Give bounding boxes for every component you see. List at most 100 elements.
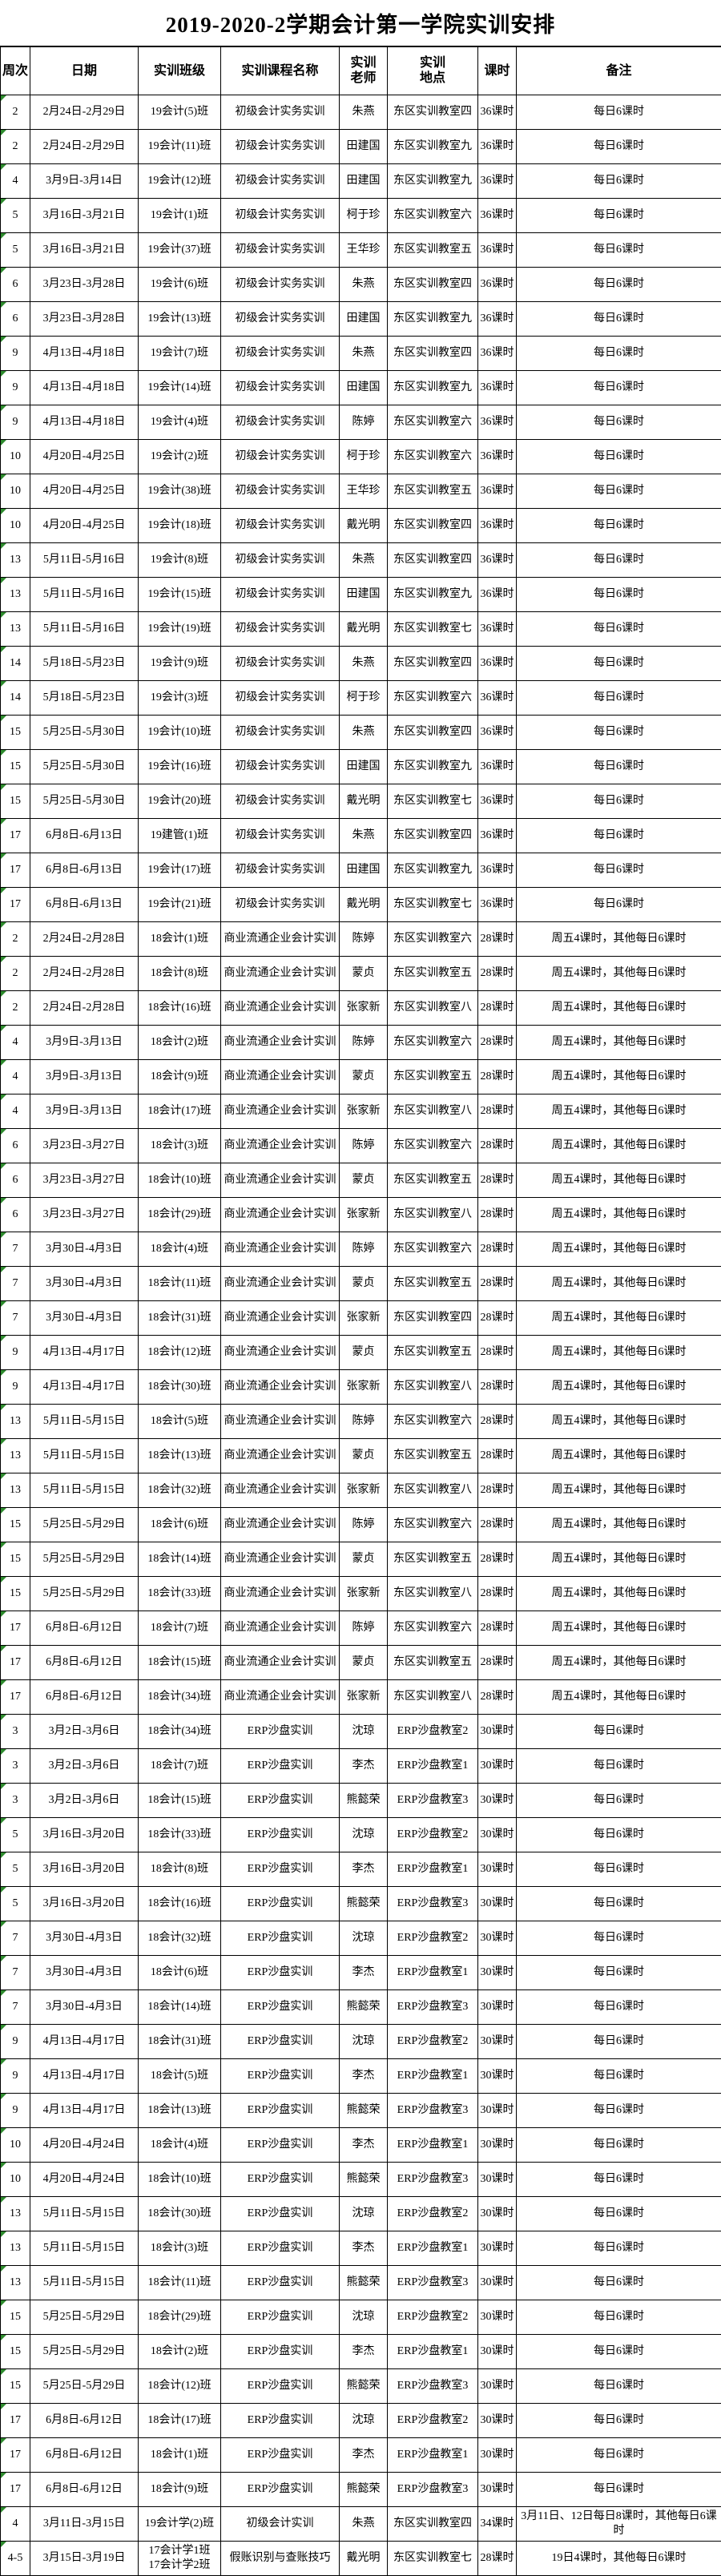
cell-location: ERP沙盘教室1 (388, 2334, 478, 2368)
teacher-text: 蒙贞 (352, 1346, 375, 1358)
cell-location: ERP沙盘教室2 (388, 1921, 478, 1955)
cell-error-indicator-icon (1, 2335, 6, 2340)
cell-remark: 周五4课时，其他每日6课时 (517, 1232, 721, 1266)
teacher-text: 朱燕 (352, 829, 375, 841)
hours-text: 28课时 (481, 1002, 514, 1014)
cell-week: 4 (1, 163, 30, 198)
cell-hours: 28课时 (478, 1542, 517, 1576)
teacher-text: 熊懿荣 (347, 2173, 381, 2185)
cell-location: 东区实训教室六 (388, 921, 478, 956)
cell-week: 9 (1, 370, 30, 405)
cell-class: 18会计(15)班 (139, 1645, 221, 1679)
cell-course: 初级会计实务实训 (221, 405, 340, 439)
cell-hours: 36课时 (478, 784, 517, 818)
remark-text: 每日6课时 (594, 2311, 644, 2323)
cell-teacher: 蒙贞 (340, 956, 388, 990)
week-text: 5 (13, 1828, 18, 1840)
date-text: 5月25日-5月29日 (43, 1518, 126, 1530)
cell-remark: 每日6课时 (517, 2231, 721, 2265)
week-text: 5 (13, 209, 18, 221)
remark-text: 19日4课时，其他每日6课时 (552, 2552, 687, 2564)
cell-location: ERP沙盘教室3 (388, 1783, 478, 1817)
cell-hours: 28课时 (478, 1576, 517, 1611)
cell-week: 7 (1, 1266, 30, 1300)
hours-text: 28课时 (481, 933, 514, 945)
cell-course: 初级会计实务实训 (221, 577, 340, 611)
cell-error-indicator-icon (1, 922, 6, 928)
cell-location: 东区实训教室八 (388, 1679, 478, 1714)
remark-text: 每日6课时 (594, 1794, 644, 1806)
cell-error-indicator-icon (1, 1163, 6, 1169)
cell-error-indicator-icon (1, 405, 6, 411)
cell-week: 15 (1, 749, 30, 784)
cell-class: 19会计(20)班 (139, 784, 221, 818)
date-text: 5月11日-5月15日 (43, 1449, 125, 1461)
cell-error-indicator-icon (1, 1749, 6, 1755)
cell-course: 初级会计实务实训 (221, 336, 340, 370)
cell-error-indicator-icon (1, 337, 6, 342)
hours-text: 28课时 (481, 1587, 514, 1599)
cell-location: 东区实训教室六 (388, 405, 478, 439)
location-text: ERP沙盘教室1 (397, 2449, 469, 2461)
week-text: 4 (13, 1105, 18, 1117)
cell-location: 东区实训教室四 (388, 1300, 478, 1335)
cell-class: 18会计(4)班 (139, 1232, 221, 1266)
cell-remark: 每日6课时 (517, 163, 721, 198)
class-text: 18会计(30)班 (147, 2207, 211, 2219)
cell-location: ERP沙盘教室3 (388, 2162, 478, 2196)
remark-text: 每日6课时 (594, 244, 644, 256)
hours-text: 30课时 (481, 2139, 514, 2151)
class-text: 18会计(29)班 (147, 2311, 211, 2323)
cell-location: 东区实训教室九 (388, 577, 478, 611)
course-text: 商业流通企业会计实训 (224, 1484, 336, 1496)
cell-remark: 周五4课时，其他每日6课时 (517, 1507, 721, 1542)
cell-hours: 28课时 (478, 1335, 517, 1369)
cell-error-indicator-icon (1, 2128, 6, 2134)
date-text: 3月2日-3月6日 (49, 1794, 120, 1806)
hours-text: 36课时 (481, 312, 514, 325)
class-text: 19会计(9)班 (151, 657, 208, 669)
location-text: ERP沙盘教室1 (397, 1760, 469, 1772)
remark-text: 每日6课时 (594, 726, 644, 738)
class-text: 19会计(14)班 (147, 381, 211, 393)
cell-location: 东区实训教室八 (388, 990, 478, 1025)
course-text: 商业流通企业会计实训 (224, 1312, 336, 1324)
date-text: 3月30日-4月3日 (46, 1243, 123, 1255)
class-text: 18会计(33)班 (147, 1587, 211, 1599)
teacher-text: 戴光明 (347, 623, 381, 635)
cell-teacher: 朱燕 (340, 336, 388, 370)
teacher-text: 张家新 (347, 1002, 381, 1014)
teacher-text: 王华珍 (347, 244, 381, 256)
cell-remark: 每日6课时 (517, 680, 721, 715)
cell-course: ERP沙盘实训 (221, 1714, 340, 1748)
cell-date: 5月11日-5月15日 (30, 2196, 139, 2231)
cell-course: ERP沙盘实训 (221, 2334, 340, 2368)
cell-course: 初级会计实务实训 (221, 784, 340, 818)
cell-error-indicator-icon (1, 2266, 6, 2272)
hours-text: 30课时 (481, 2242, 514, 2254)
date-text: 5月25日-5月29日 (43, 1587, 126, 1599)
cell-course: 商业流通企业会计实训 (221, 1197, 340, 1232)
cell-error-indicator-icon (1, 1508, 6, 1514)
cell-week: 15 (1, 784, 30, 818)
cell-course: 商业流通企业会计实训 (221, 1576, 340, 1611)
cell-date: 5月11日-5月16日 (30, 542, 139, 577)
cell-remark: 每日6课时 (517, 646, 721, 680)
cell-remark: 周五4课时，其他每日6课时 (517, 1025, 721, 1059)
cell-error-indicator-icon (1, 784, 6, 790)
cell-teacher: 李杰 (340, 2127, 388, 2162)
cell-location: 东区实训教室九 (388, 370, 478, 405)
cell-course: 商业流通企业会计实训 (221, 1300, 340, 1335)
teacher-text: 田建国 (347, 864, 381, 876)
week-text: 3 (13, 1760, 18, 1772)
cell-hours: 30课时 (478, 2196, 517, 2231)
date-text: 3月9日-3月13日 (46, 1105, 123, 1117)
